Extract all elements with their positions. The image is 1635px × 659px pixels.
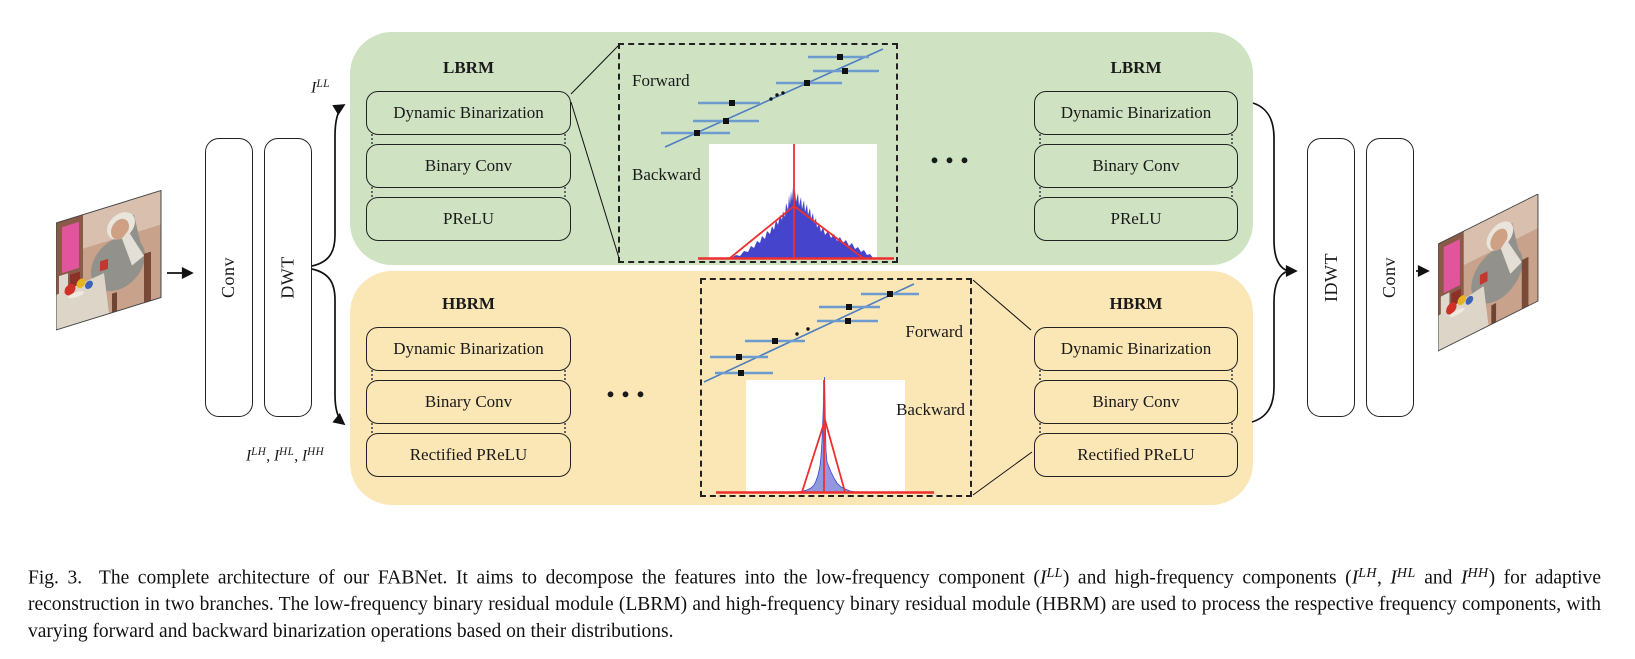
lbrm-left-block: LBRM Dynamic Binarization Binary Conv PR…: [366, 55, 571, 241]
lbrm-left-title: LBRM: [443, 58, 494, 77]
figure-caption: Fig. 3. The complete architecture of our…: [28, 564, 1602, 643]
ellipsis-lbrm: ...: [930, 131, 975, 171]
conv-out-box: Conv: [1366, 138, 1414, 417]
hbrm-forward-scatter: [703, 283, 919, 383]
hbrm-inset-plot: [703, 283, 934, 494]
hbrm-right-block: HBRM Dynamic Binarization Binary Conv Re…: [1034, 291, 1238, 477]
conv-in-label: Conv: [218, 256, 239, 299]
ellipsis-hbrm: ...: [606, 365, 651, 405]
hbrm-right-rectified-prelu-box: Rectified PReLU: [1034, 423, 1238, 477]
dwt-box: DWT: [264, 138, 312, 417]
hbrm-left-dynamic-binarization-box: Dynamic Binarization: [366, 327, 571, 371]
hbrm-right-title: HBRM: [1109, 294, 1163, 313]
lbrm-right-title: LBRM: [1110, 58, 1162, 77]
lbrm-right-dynamic-binarization-box: Dynamic Binarization: [1034, 91, 1238, 135]
lbrm-left-prelu-box: PReLU: [366, 187, 571, 241]
hbrm-left-title: HBRM: [442, 294, 495, 313]
low-frequency-label: ILL: [311, 78, 330, 97]
lbrm-backward-histogram: [698, 144, 894, 260]
hbrm-left-binary-conv-box: Binary Conv: [366, 370, 571, 424]
curve-hbrm-to-idwt: [1251, 270, 1289, 423]
hbrm-left-block: HBRM Dynamic Binarization Binary Conv Re…: [366, 291, 571, 477]
input-image: [56, 190, 162, 331]
lbrm-left-binary-conv-box: Binary Conv: [366, 134, 571, 188]
arrow-dwt-to-lbrm: [311, 104, 346, 267]
hbrm-backward-histogram: [716, 376, 934, 494]
idwt-box: IDWT: [1307, 138, 1355, 417]
conv-in-box: Conv: [205, 138, 253, 417]
curve-lbrm-to-idwt: [1252, 102, 1289, 272]
hbrm-forward-label: Forward: [905, 322, 963, 341]
hbrm-right-binary-conv-box: Binary Conv: [1034, 370, 1238, 424]
lbrm-forward-label: Forward: [632, 71, 690, 90]
lbrm-right-block: LBRM Dynamic Binarization Binary Conv PR…: [1034, 55, 1238, 241]
lbrm-right-binary-conv-box: Binary Conv: [1034, 134, 1238, 188]
output-image: [1438, 194, 1539, 352]
idwt-label: IDWT: [1320, 253, 1341, 302]
conv-out-label: Conv: [1379, 256, 1400, 299]
arrow-dwt-to-hbrm: [311, 268, 346, 426]
lbrm-binarization-inset: Forward Backward: [618, 43, 898, 263]
lbrm-left-dynamic-binarization-box: Dynamic Binarization: [366, 91, 571, 135]
lbrm-inset-plot: [661, 48, 894, 260]
high-frequency-label: ILH, IHL, IHH: [246, 446, 325, 465]
lbrm-forward-scatter: [661, 48, 884, 148]
hbrm-binarization-inset: Forward Backward: [700, 278, 972, 497]
hbrm-left-rectified-prelu-box: Rectified PReLU: [366, 423, 571, 477]
hbrm-backward-label: Backward: [896, 400, 965, 419]
lbrm-right-prelu-box: PReLU: [1034, 187, 1238, 241]
dwt-label: DWT: [277, 256, 298, 299]
lbrm-backward-label: Backward: [632, 165, 701, 184]
hbrm-right-dynamic-binarization-box: Dynamic Binarization: [1034, 327, 1238, 371]
